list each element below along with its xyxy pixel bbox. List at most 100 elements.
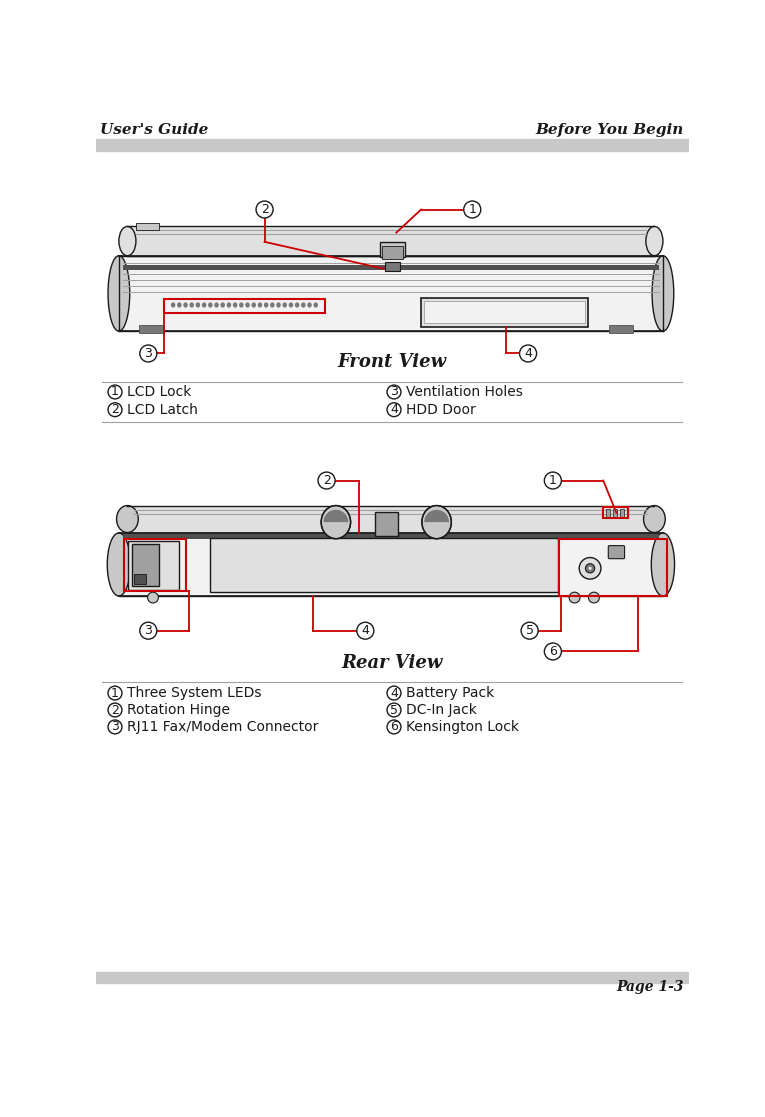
Ellipse shape — [184, 303, 187, 307]
Ellipse shape — [221, 303, 224, 307]
Ellipse shape — [259, 303, 262, 307]
Bar — [421, 298, 588, 326]
Circle shape — [318, 472, 335, 489]
Text: RJ11 Fax/Modem Connector: RJ11 Fax/Modem Connector — [127, 720, 318, 734]
Bar — [136, 223, 159, 229]
Text: 4: 4 — [361, 624, 369, 637]
Wedge shape — [425, 509, 449, 522]
Circle shape — [108, 686, 122, 700]
Text: 3: 3 — [145, 624, 152, 637]
Bar — [425, 302, 584, 324]
Bar — [129, 541, 178, 590]
Ellipse shape — [203, 303, 206, 307]
Bar — [375, 512, 398, 536]
Bar — [606, 509, 610, 517]
Ellipse shape — [209, 303, 212, 307]
Circle shape — [108, 720, 122, 734]
Bar — [122, 533, 659, 540]
Bar — [122, 265, 659, 269]
Ellipse shape — [116, 506, 138, 533]
Ellipse shape — [119, 227, 136, 256]
Circle shape — [588, 592, 599, 603]
Circle shape — [356, 622, 374, 639]
Text: LCD Latch: LCD Latch — [127, 403, 197, 417]
Ellipse shape — [233, 303, 236, 307]
Circle shape — [519, 345, 536, 362]
Circle shape — [545, 472, 562, 489]
Ellipse shape — [171, 303, 174, 307]
Ellipse shape — [277, 303, 280, 307]
Text: 1: 1 — [111, 687, 119, 699]
Text: 2: 2 — [111, 704, 119, 716]
Ellipse shape — [197, 303, 200, 307]
Ellipse shape — [289, 303, 292, 307]
Circle shape — [585, 564, 594, 573]
Ellipse shape — [643, 506, 666, 533]
Ellipse shape — [107, 533, 131, 596]
Circle shape — [588, 566, 591, 570]
Text: 2: 2 — [111, 403, 119, 417]
Text: 4: 4 — [390, 403, 398, 417]
Ellipse shape — [283, 303, 286, 307]
Bar — [119, 256, 663, 331]
Text: 4: 4 — [390, 687, 398, 699]
Circle shape — [569, 592, 580, 603]
Circle shape — [256, 201, 273, 218]
Bar — [380, 242, 405, 257]
Ellipse shape — [246, 303, 249, 307]
Text: 3: 3 — [390, 385, 398, 399]
Text: 2: 2 — [323, 474, 330, 487]
Text: LCD Lock: LCD Lock — [127, 385, 191, 399]
Circle shape — [521, 622, 538, 639]
Circle shape — [387, 720, 401, 734]
Text: 1: 1 — [111, 385, 119, 399]
Bar — [96, 972, 688, 983]
Text: Battery Pack: Battery Pack — [405, 686, 494, 700]
Bar — [210, 538, 558, 592]
Circle shape — [545, 643, 562, 660]
Text: 6: 6 — [390, 720, 398, 734]
Ellipse shape — [252, 303, 256, 307]
Bar — [124, 540, 187, 591]
FancyBboxPatch shape — [608, 545, 624, 558]
Text: 4: 4 — [524, 347, 532, 360]
Circle shape — [140, 345, 157, 362]
Text: 5: 5 — [390, 704, 398, 716]
Ellipse shape — [239, 303, 243, 307]
Ellipse shape — [651, 533, 675, 596]
Ellipse shape — [190, 303, 194, 307]
Wedge shape — [324, 509, 348, 522]
Bar — [132, 544, 159, 586]
Text: 3: 3 — [111, 720, 119, 734]
Text: Three System LEDs: Three System LEDs — [127, 686, 261, 700]
Bar — [119, 533, 663, 596]
Bar — [96, 140, 688, 151]
Bar — [620, 509, 624, 517]
Ellipse shape — [215, 303, 218, 307]
Bar — [604, 507, 628, 518]
Text: Rotation Hinge: Rotation Hinge — [127, 703, 230, 717]
Bar — [559, 540, 667, 596]
Bar — [164, 299, 325, 313]
Ellipse shape — [422, 506, 451, 538]
Circle shape — [140, 622, 157, 639]
Circle shape — [387, 686, 401, 700]
Ellipse shape — [652, 256, 674, 331]
Ellipse shape — [177, 303, 181, 307]
Bar — [139, 325, 164, 333]
Text: DC-In Jack: DC-In Jack — [405, 703, 477, 717]
Ellipse shape — [314, 303, 317, 307]
Text: 1: 1 — [468, 203, 476, 216]
Ellipse shape — [265, 303, 268, 307]
Text: Front View: Front View — [338, 353, 447, 371]
Ellipse shape — [108, 256, 130, 331]
Bar — [128, 227, 654, 256]
Bar — [128, 506, 654, 533]
Circle shape — [387, 703, 401, 717]
Bar — [382, 247, 403, 259]
Circle shape — [579, 557, 601, 579]
Circle shape — [387, 403, 401, 417]
Ellipse shape — [321, 506, 350, 538]
Ellipse shape — [227, 303, 230, 307]
Text: User's Guide: User's Guide — [100, 123, 209, 137]
